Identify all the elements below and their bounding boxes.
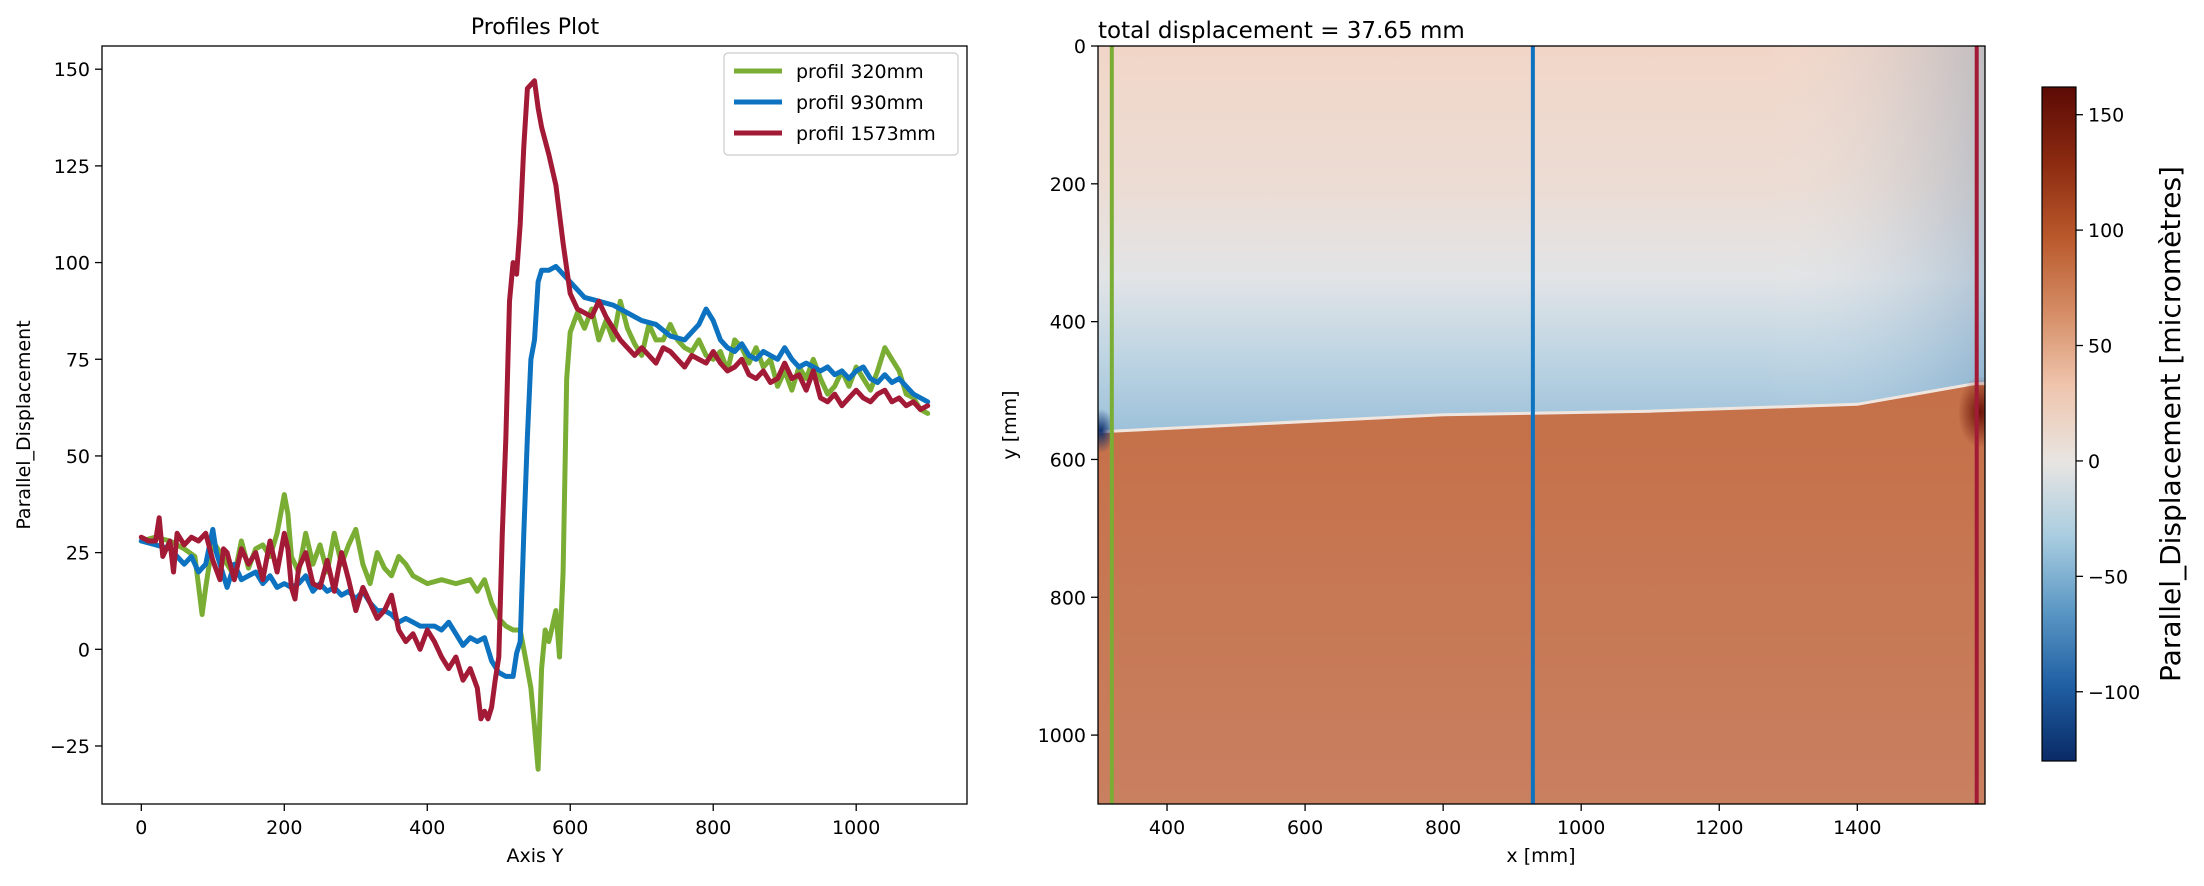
x-tick-label: 800	[695, 817, 731, 839]
colorbar-tick-label: −50	[2088, 566, 2128, 588]
colorbar: −100 −50 0 50 100 150 Parallel_Displacement […	[2041, 86, 2187, 762]
colorbar-gradient	[2041, 86, 2077, 762]
x-ticks: 0 200 400 600 800 1000	[135, 804, 880, 839]
upper-region-tint	[1098, 46, 1985, 432]
heatmap-title: total displacement = 37.65 mm	[1098, 18, 1465, 44]
hot-spot	[1958, 376, 1985, 448]
profile-lines	[1109, 46, 1979, 804]
y-tick-label: 0	[1074, 36, 1086, 58]
x-tick-label: 1000	[832, 817, 880, 839]
y-tick-label: 1000	[1038, 725, 1086, 747]
y-tick-label: 200	[1050, 174, 1086, 196]
x-ticks: 400 600 800 1000 1200 1400	[1149, 804, 1881, 839]
x-axis-label: Axis Y	[506, 845, 563, 867]
x-tick-label: 200	[266, 817, 302, 839]
chart-title: Profiles Plot	[471, 15, 600, 40]
series-line-2	[138, 78, 931, 722]
x-tick-label: 400	[409, 817, 445, 839]
x-tick-label: 800	[1425, 817, 1461, 839]
y-tick-label: 600	[1050, 449, 1086, 471]
colorbar-tick-label: 150	[2088, 105, 2124, 127]
fault-boundary	[1098, 382, 1985, 434]
x-tick-label: 1400	[1833, 817, 1881, 839]
plot-frame	[101, 45, 968, 805]
colorbar-tick-label: −100	[2088, 682, 2140, 704]
colorbar-label: Parallel_Displacement [micromètres]	[2154, 166, 2187, 682]
y-tick-label: 125	[54, 156, 90, 178]
heatmap-field	[1098, 46, 1985, 804]
y-tick-label: −25	[50, 736, 90, 758]
colorbar-tick-label: 50	[2088, 336, 2112, 358]
y-tick-label: 25	[66, 543, 90, 565]
y-axis-label: y [mm]	[999, 390, 1021, 459]
y-tick-label: 100	[54, 253, 90, 275]
x-tick-label: 0	[135, 817, 147, 839]
x-tick-label: 1200	[1695, 817, 1743, 839]
series-line-0	[138, 298, 931, 772]
heatmap-frame	[1097, 45, 1986, 805]
colorbar-tick-label: 100	[2088, 220, 2124, 242]
x-axis-label: x [mm]	[1506, 845, 1575, 867]
x-tick-label: 400	[1149, 817, 1185, 839]
y-tick-label: 800	[1050, 587, 1086, 609]
x-tick-label: 600	[1287, 817, 1323, 839]
x-tick-label: 1000	[1557, 817, 1605, 839]
y-ticks: 0 200 400 600 800 1000	[1038, 36, 1098, 747]
colorbar-ticks: −100 −50 0 50 100 150	[2076, 105, 2140, 704]
x-tick-label: 600	[552, 817, 588, 839]
series-lines	[138, 78, 931, 772]
y-tick-label: 150	[54, 59, 90, 81]
profiles-line-chart: Profiles Plot 0 200 400 600 800 1000 −25 0 25 50…	[13, 15, 968, 867]
y-tick-label: 75	[66, 349, 90, 371]
y-tick-label: 0	[78, 639, 90, 661]
series-line-1	[138, 263, 931, 679]
legend-label: profil 930mm	[796, 92, 924, 114]
y-tick-label: 50	[66, 446, 90, 468]
legend-box	[723, 52, 959, 156]
colorbar-tick-label: 0	[2088, 451, 2100, 473]
legend: profil 320mm profil 930mm profil 1573mm	[723, 52, 959, 156]
legend-label: profil 1573mm	[796, 123, 936, 145]
y-axis-label: Parallel_Displacement	[13, 320, 35, 529]
legend-label: profil 320mm	[796, 61, 924, 83]
displacement-heatmap: total displacement = 37.65 mm 400 600 800 1…	[999, 18, 2187, 867]
y-ticks: −25 0 25 50 75 100 125 150	[50, 59, 102, 758]
y-tick-label: 400	[1050, 312, 1086, 334]
